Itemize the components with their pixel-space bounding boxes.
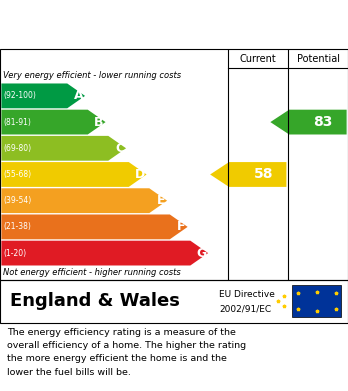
Text: 2002/91/EC: 2002/91/EC [219, 304, 271, 313]
Polygon shape [1, 83, 85, 108]
Polygon shape [210, 162, 286, 187]
Text: Very energy efficient - lower running costs: Very energy efficient - lower running co… [3, 71, 181, 80]
Text: Potential: Potential [296, 54, 340, 64]
Polygon shape [1, 136, 126, 161]
Polygon shape [1, 162, 147, 187]
Text: 58: 58 [253, 167, 273, 181]
Text: C: C [115, 142, 124, 155]
Text: (55-68): (55-68) [3, 170, 32, 179]
Text: E: E [157, 194, 165, 207]
Text: (1-20): (1-20) [3, 249, 26, 258]
Text: (69-80): (69-80) [3, 144, 32, 153]
Polygon shape [1, 215, 188, 239]
Text: Not energy efficient - higher running costs: Not energy efficient - higher running co… [3, 268, 181, 277]
Text: England & Wales: England & Wales [10, 292, 180, 310]
Text: Current: Current [240, 54, 276, 64]
Text: (21-38): (21-38) [3, 222, 31, 231]
Text: EU Directive: EU Directive [219, 290, 275, 299]
Text: (81-91): (81-91) [3, 118, 31, 127]
Text: (92-100): (92-100) [3, 91, 36, 100]
Text: 83: 83 [314, 115, 333, 129]
Polygon shape [1, 241, 208, 265]
Text: Energy Efficiency Rating: Energy Efficiency Rating [10, 18, 220, 33]
Text: F: F [177, 221, 186, 233]
Text: D: D [135, 168, 145, 181]
Polygon shape [1, 110, 105, 135]
Text: B: B [94, 116, 104, 129]
Polygon shape [1, 188, 167, 213]
Text: A: A [74, 90, 83, 102]
Text: The energy efficiency rating is a measure of the
overall efficiency of a home. T: The energy efficiency rating is a measur… [7, 328, 246, 377]
Bar [292, 285, 341, 317]
Polygon shape [270, 110, 347, 135]
Text: (39-54): (39-54) [3, 196, 32, 205]
Text: G: G [196, 247, 206, 260]
